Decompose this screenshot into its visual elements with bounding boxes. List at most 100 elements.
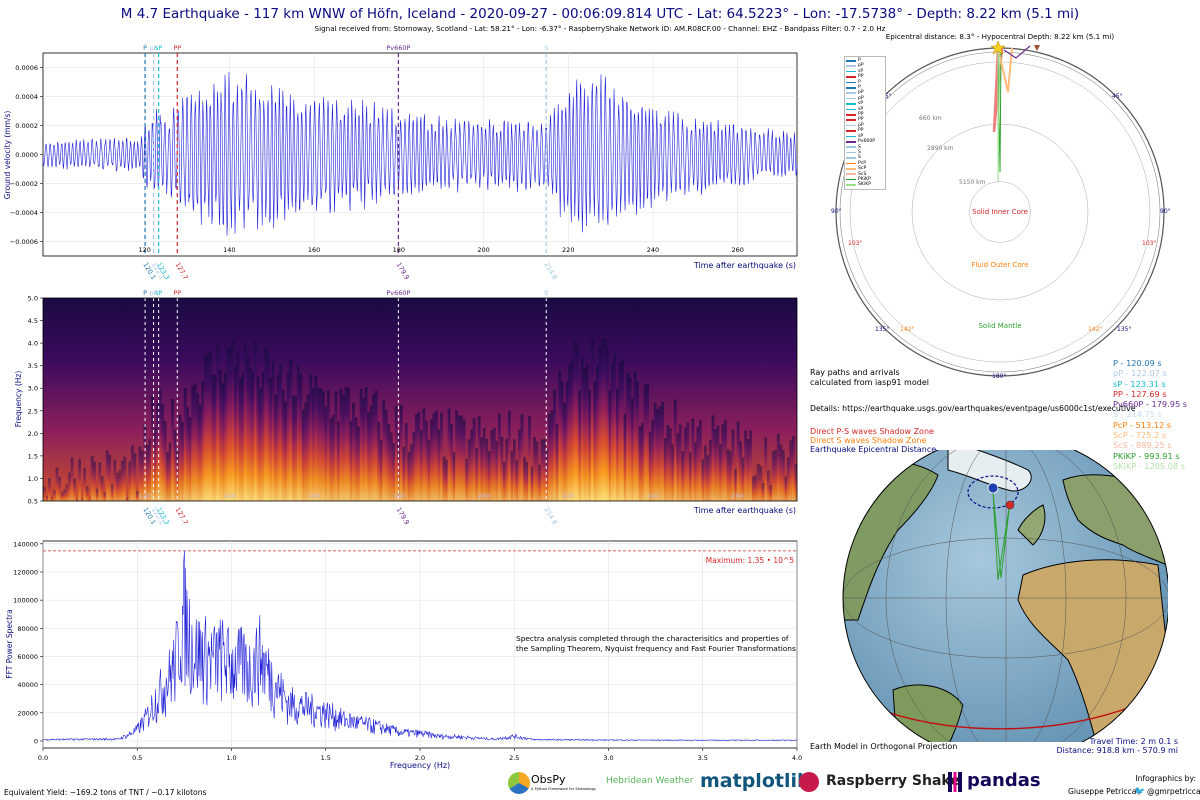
spectrogram-xtick-label: 260 bbox=[731, 492, 743, 500]
arrival-item: sP - 123.31 s bbox=[1113, 378, 1166, 389]
obspy-tagline: A Python Framework for Seismology bbox=[531, 787, 596, 791]
angle-label-135-left: 135° bbox=[875, 326, 889, 333]
arrival-item: PP - 127.69 s bbox=[1113, 388, 1167, 399]
waveform-xtick-label: 220 bbox=[562, 246, 574, 254]
arrival-item: S - 214.75 s bbox=[1113, 409, 1162, 420]
polar-header: Epicentral distance: 8.3° - Hypocentral … bbox=[885, 32, 1115, 41]
spectrum-ytick-label: 0 bbox=[34, 737, 38, 745]
spectrogram-xtick-label: 180 bbox=[393, 492, 405, 500]
legend-label: S bbox=[858, 155, 861, 161]
spectrum-xtick-label: 3.5 bbox=[698, 754, 708, 762]
earth-cross-section: Solid Inner Core Fluid Outer Core Solid … bbox=[831, 40, 1171, 380]
spectrogram-ytick-label: 0.5 bbox=[28, 498, 38, 506]
credit-handle[interactable]: @gmrpetricca bbox=[1147, 787, 1200, 796]
angle-label-45-right: 45° bbox=[1112, 93, 1123, 100]
legend-swatch bbox=[846, 146, 856, 148]
legend-label: S bbox=[858, 144, 861, 150]
station-triangle-icon bbox=[1034, 45, 1040, 51]
waveform-xlabel: Time after earthquake (s) bbox=[693, 261, 796, 270]
legend-swatch bbox=[846, 103, 856, 105]
greenland-shape bbox=[947, 450, 1032, 492]
spectrogram-xtick-label: 200 bbox=[477, 492, 489, 500]
spectrogram-ytick-label: 2.0 bbox=[28, 430, 38, 438]
phase-time-label: 214.8 bbox=[542, 506, 558, 526]
credit-title: Infographics by: bbox=[1135, 774, 1196, 783]
spectrogram-ylabel: Frequency (Hz) bbox=[14, 371, 23, 428]
legend-s-shadow: Direct S waves Shadow Zone bbox=[810, 436, 927, 445]
legend-label: pP bbox=[858, 95, 864, 101]
phase-label-top: S bbox=[544, 289, 548, 297]
maximum-label: Maximum: 1.35 • 10^5 bbox=[706, 556, 795, 565]
legend-label: PcP bbox=[858, 160, 867, 166]
angle-label-180: 180° bbox=[992, 373, 1006, 380]
travel-time: Travel Time: 2 m 0.1 s bbox=[1089, 737, 1178, 746]
details-link[interactable]: Details: https://earthquake.usgs.gov/ear… bbox=[810, 404, 1136, 413]
legend-swatch bbox=[846, 59, 856, 62]
polar-legend-item: PP bbox=[846, 117, 884, 122]
polar-legend-item: PP bbox=[846, 112, 884, 117]
polar-legend-item: sP bbox=[846, 134, 884, 139]
legend-label: PP bbox=[858, 128, 864, 134]
legend-swatch bbox=[846, 97, 856, 100]
spectrogram-xtick-label: 140 bbox=[223, 492, 235, 500]
legend-label: pP bbox=[858, 122, 864, 128]
waveform-xtick-label: 160 bbox=[308, 246, 320, 254]
spectrum-trace bbox=[42, 550, 798, 742]
spectrum-xtick-label: 4.0 bbox=[792, 754, 802, 762]
legend-swatch bbox=[846, 141, 856, 143]
arrival-item: SKiKP - 1205.08 s bbox=[1113, 460, 1186, 471]
depth-label-5150: 5150 km bbox=[959, 179, 986, 186]
legend-label: pP bbox=[858, 90, 864, 96]
arrival-item: PcP - 513.12 s bbox=[1113, 419, 1172, 430]
page-title: M 4.7 Earthquake - 117 km WNW of Höfn, I… bbox=[120, 6, 1080, 22]
waveform-ytick-label: −0.0004 bbox=[10, 209, 38, 217]
polar-legend-item: pP bbox=[846, 123, 884, 128]
phase-time-label: 179.9 bbox=[395, 506, 411, 526]
pandas-logo: pandas bbox=[967, 770, 1041, 791]
spectrogram-xlabel: Time after earthquake (s) bbox=[693, 506, 796, 515]
arrival-item: ScP - 725.2 s bbox=[1113, 430, 1167, 441]
legend-epicentral: Earthquake Epicentral Distance bbox=[810, 445, 937, 454]
zone-inner-core: Solid Inner Core bbox=[972, 208, 1028, 216]
ray-paths-note: Ray paths and arrivals calculated from i… bbox=[810, 368, 929, 387]
legend-label: S bbox=[858, 149, 861, 155]
polar-legend-item: SKiKP bbox=[846, 182, 884, 187]
polar-legend-item: pP bbox=[846, 96, 884, 101]
page-subtitle: Signal received from: Stornoway, Scotlan… bbox=[314, 24, 886, 33]
twitter-icon[interactable]: 🐦 bbox=[1134, 787, 1146, 797]
globe-caption: Earth Model in Orthogonal Projection bbox=[810, 742, 958, 751]
globe-map bbox=[842, 450, 1168, 742]
legend-label: ScP bbox=[858, 166, 867, 172]
polar-legend-item: S bbox=[846, 155, 884, 160]
waveform-ylabel: Ground velocity (mm/s) bbox=[3, 111, 12, 200]
depth-label-2890: 2890 km bbox=[927, 145, 954, 152]
zone-outer-core: Fluid Outer Core bbox=[971, 261, 1028, 269]
phase-label-top: sP bbox=[155, 289, 162, 297]
legend-swatch bbox=[846, 124, 856, 127]
phase-time-label: 127.7 bbox=[174, 261, 190, 280]
equivalent-yield: Equivalent Yield: ~169.2 tons of TNT / ~… bbox=[4, 788, 207, 797]
legend-label: PKiKP bbox=[858, 176, 871, 182]
waveform-xtick-label: 120 bbox=[138, 246, 150, 254]
waveform-xtick-label: 260 bbox=[731, 246, 743, 254]
legend-swatch bbox=[846, 178, 856, 181]
legend-swatch bbox=[846, 119, 856, 121]
spectrogram-xtick-label: 240 bbox=[647, 492, 659, 500]
phase-label-top: PP bbox=[173, 44, 181, 52]
phase-label-top: Pv660P bbox=[386, 44, 410, 52]
legend-swatch bbox=[846, 86, 856, 89]
legend-label: PP bbox=[858, 117, 864, 123]
legend-swatch bbox=[846, 65, 856, 67]
arrival-item: ScS - 889.25 s bbox=[1113, 440, 1172, 451]
phase-label-top: P bbox=[143, 289, 147, 297]
spectrum-chart: Maximum: 1.35 • 10^5 0 20000 40000 60000 800… bbox=[5, 540, 802, 770]
polar-legend-item: PP bbox=[846, 128, 884, 133]
phase-time-label: 179.9 bbox=[395, 261, 411, 280]
spectrum-ytick-label: 140000 bbox=[13, 540, 38, 548]
polar-legend-item: pP bbox=[846, 63, 884, 68]
obspy-icon bbox=[508, 772, 530, 794]
polar-legend-item: P bbox=[846, 85, 884, 90]
spectrum-xtick-label: 1.0 bbox=[226, 754, 236, 762]
